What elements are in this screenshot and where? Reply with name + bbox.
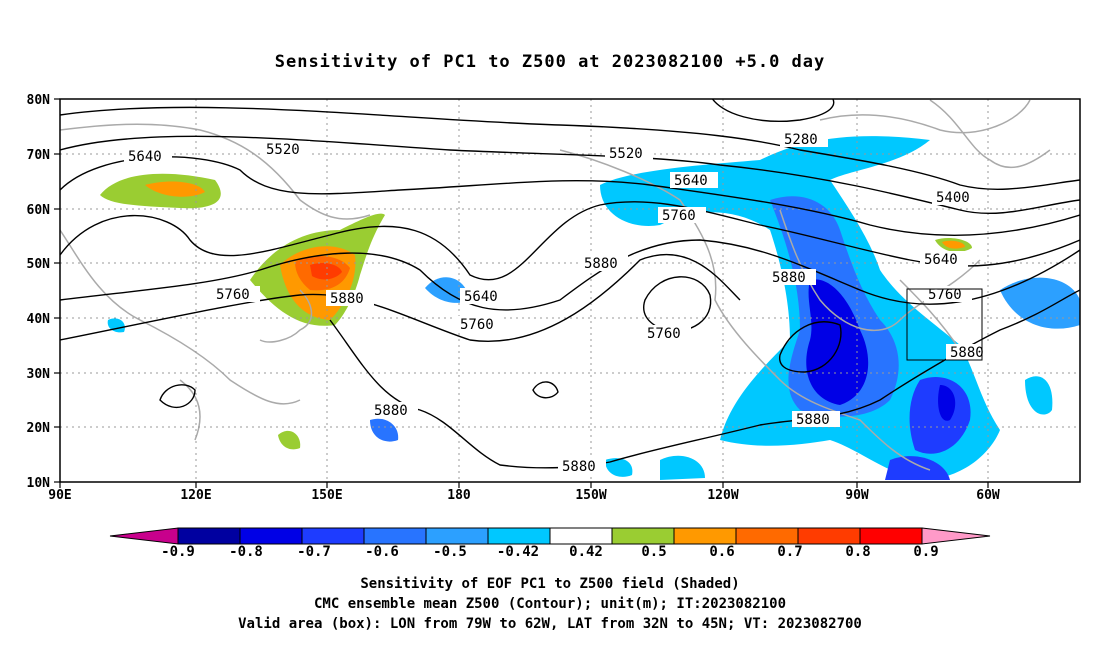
contour-label: 5640	[128, 149, 162, 165]
z500-contours	[60, 99, 1080, 469]
contour-label: 5760	[460, 317, 494, 333]
contour-label: 5880	[374, 403, 408, 419]
lon-axis: 90E 120E 150E 180 150W 120W 90W 60W	[48, 488, 1000, 503]
contour-label: 5400	[936, 190, 970, 206]
sensitivity-shading	[100, 136, 1080, 480]
colorbar-swatch	[301, 527, 365, 545]
colorbar-label: 0.6	[709, 544, 734, 560]
footer-caption: Sensitivity of EOF PC1 to Z500 field (Sh…	[0, 574, 1100, 634]
contour-label: 5760	[928, 287, 962, 303]
colorbar-swatch	[921, 527, 991, 545]
colorbar-swatch	[673, 527, 737, 545]
lon-label: 90W	[845, 488, 869, 503]
contour-label: 5760	[647, 326, 681, 342]
contour-labels: 5640 5520 5520 5280 5640 5400 5760 5760 …	[124, 131, 994, 475]
colorbar-label: -0.9	[161, 544, 195, 560]
lat-label: 50N	[27, 257, 51, 272]
lat-label: 40N	[27, 312, 51, 327]
colorbar-label: -0.42	[497, 544, 539, 560]
contour-label: 5520	[609, 146, 643, 162]
contour-label: 5760	[662, 208, 696, 224]
contour-label: 5760	[216, 287, 250, 303]
lat-label: 10N	[27, 476, 51, 491]
footer-line-2: CMC ensemble mean Z500 (Contour); unit(m…	[313, 596, 786, 612]
colorbar	[109, 527, 991, 545]
colorbar-label: -0.8	[229, 544, 263, 560]
contour-label: 5640	[924, 252, 958, 268]
contour-label: 5640	[674, 173, 708, 189]
colorbar-label: 0.5	[641, 544, 666, 560]
contour-label: 5880	[796, 412, 830, 428]
contour-label: 5520	[266, 142, 300, 158]
colorbar-swatch	[425, 527, 489, 545]
colorbar-swatch	[109, 527, 179, 545]
colorbar-labels: -0.9 -0.8 -0.7 -0.6 -0.5 -0.42 0.42 0.5 …	[161, 544, 939, 560]
colorbar-swatch	[797, 527, 861, 545]
lat-label: 70N	[27, 148, 51, 163]
colorbar-swatch	[363, 527, 427, 545]
lon-label: 120W	[707, 488, 738, 503]
lon-label: 60W	[976, 488, 1000, 503]
contour-label: 5640	[464, 289, 498, 305]
colorbar-label: -0.7	[297, 544, 331, 560]
valid-area-box	[906, 288, 983, 361]
lat-axis: 80N 70N 60N 50N 40N 30N 20N 10N	[27, 93, 51, 491]
lon-label: 150W	[575, 488, 606, 503]
colorbar-label: -0.5	[433, 544, 467, 560]
contour-label: 5880	[330, 291, 364, 307]
lon-label: 90E	[48, 488, 71, 503]
colorbar-swatch	[611, 527, 675, 545]
footer-line-3: Valid area (box): LON from 79W to 62W, L…	[238, 616, 862, 632]
colorbar-label: 0.9	[913, 544, 938, 560]
colorbar-swatch	[735, 527, 799, 545]
colorbar-swatch	[177, 527, 241, 545]
lon-label: 180	[447, 488, 471, 503]
colorbar-swatch	[549, 527, 613, 545]
colorbar-swatch	[859, 527, 923, 545]
contour-label: 5880	[950, 345, 984, 361]
lat-label: 30N	[27, 367, 51, 382]
colorbar-label: 0.7	[777, 544, 802, 560]
colorbar-swatch	[487, 527, 551, 545]
colorbar-label: 0.42	[569, 544, 603, 560]
contour-label: 5880	[772, 270, 806, 286]
lat-label: 60N	[27, 203, 51, 218]
lon-label: 150E	[311, 488, 342, 503]
contour-label: 5880	[584, 256, 618, 272]
lat-label: 80N	[27, 93, 51, 108]
contour-label: 5880	[562, 459, 596, 475]
lat-label: 20N	[27, 421, 51, 436]
coastlines	[60, 99, 1051, 471]
footer-line-1: Sensitivity of EOF PC1 to Z500 field (Sh…	[360, 576, 740, 592]
colorbar-swatch	[239, 527, 303, 545]
lon-label: 120E	[180, 488, 211, 503]
map-frame	[59, 98, 1081, 483]
colorbar-label: 0.8	[845, 544, 870, 560]
colorbar-label: -0.6	[365, 544, 399, 560]
page-title: Sensitivity of PC1 to Z500 at 2023082100…	[274, 52, 826, 72]
contour-label: 5280	[784, 132, 818, 148]
